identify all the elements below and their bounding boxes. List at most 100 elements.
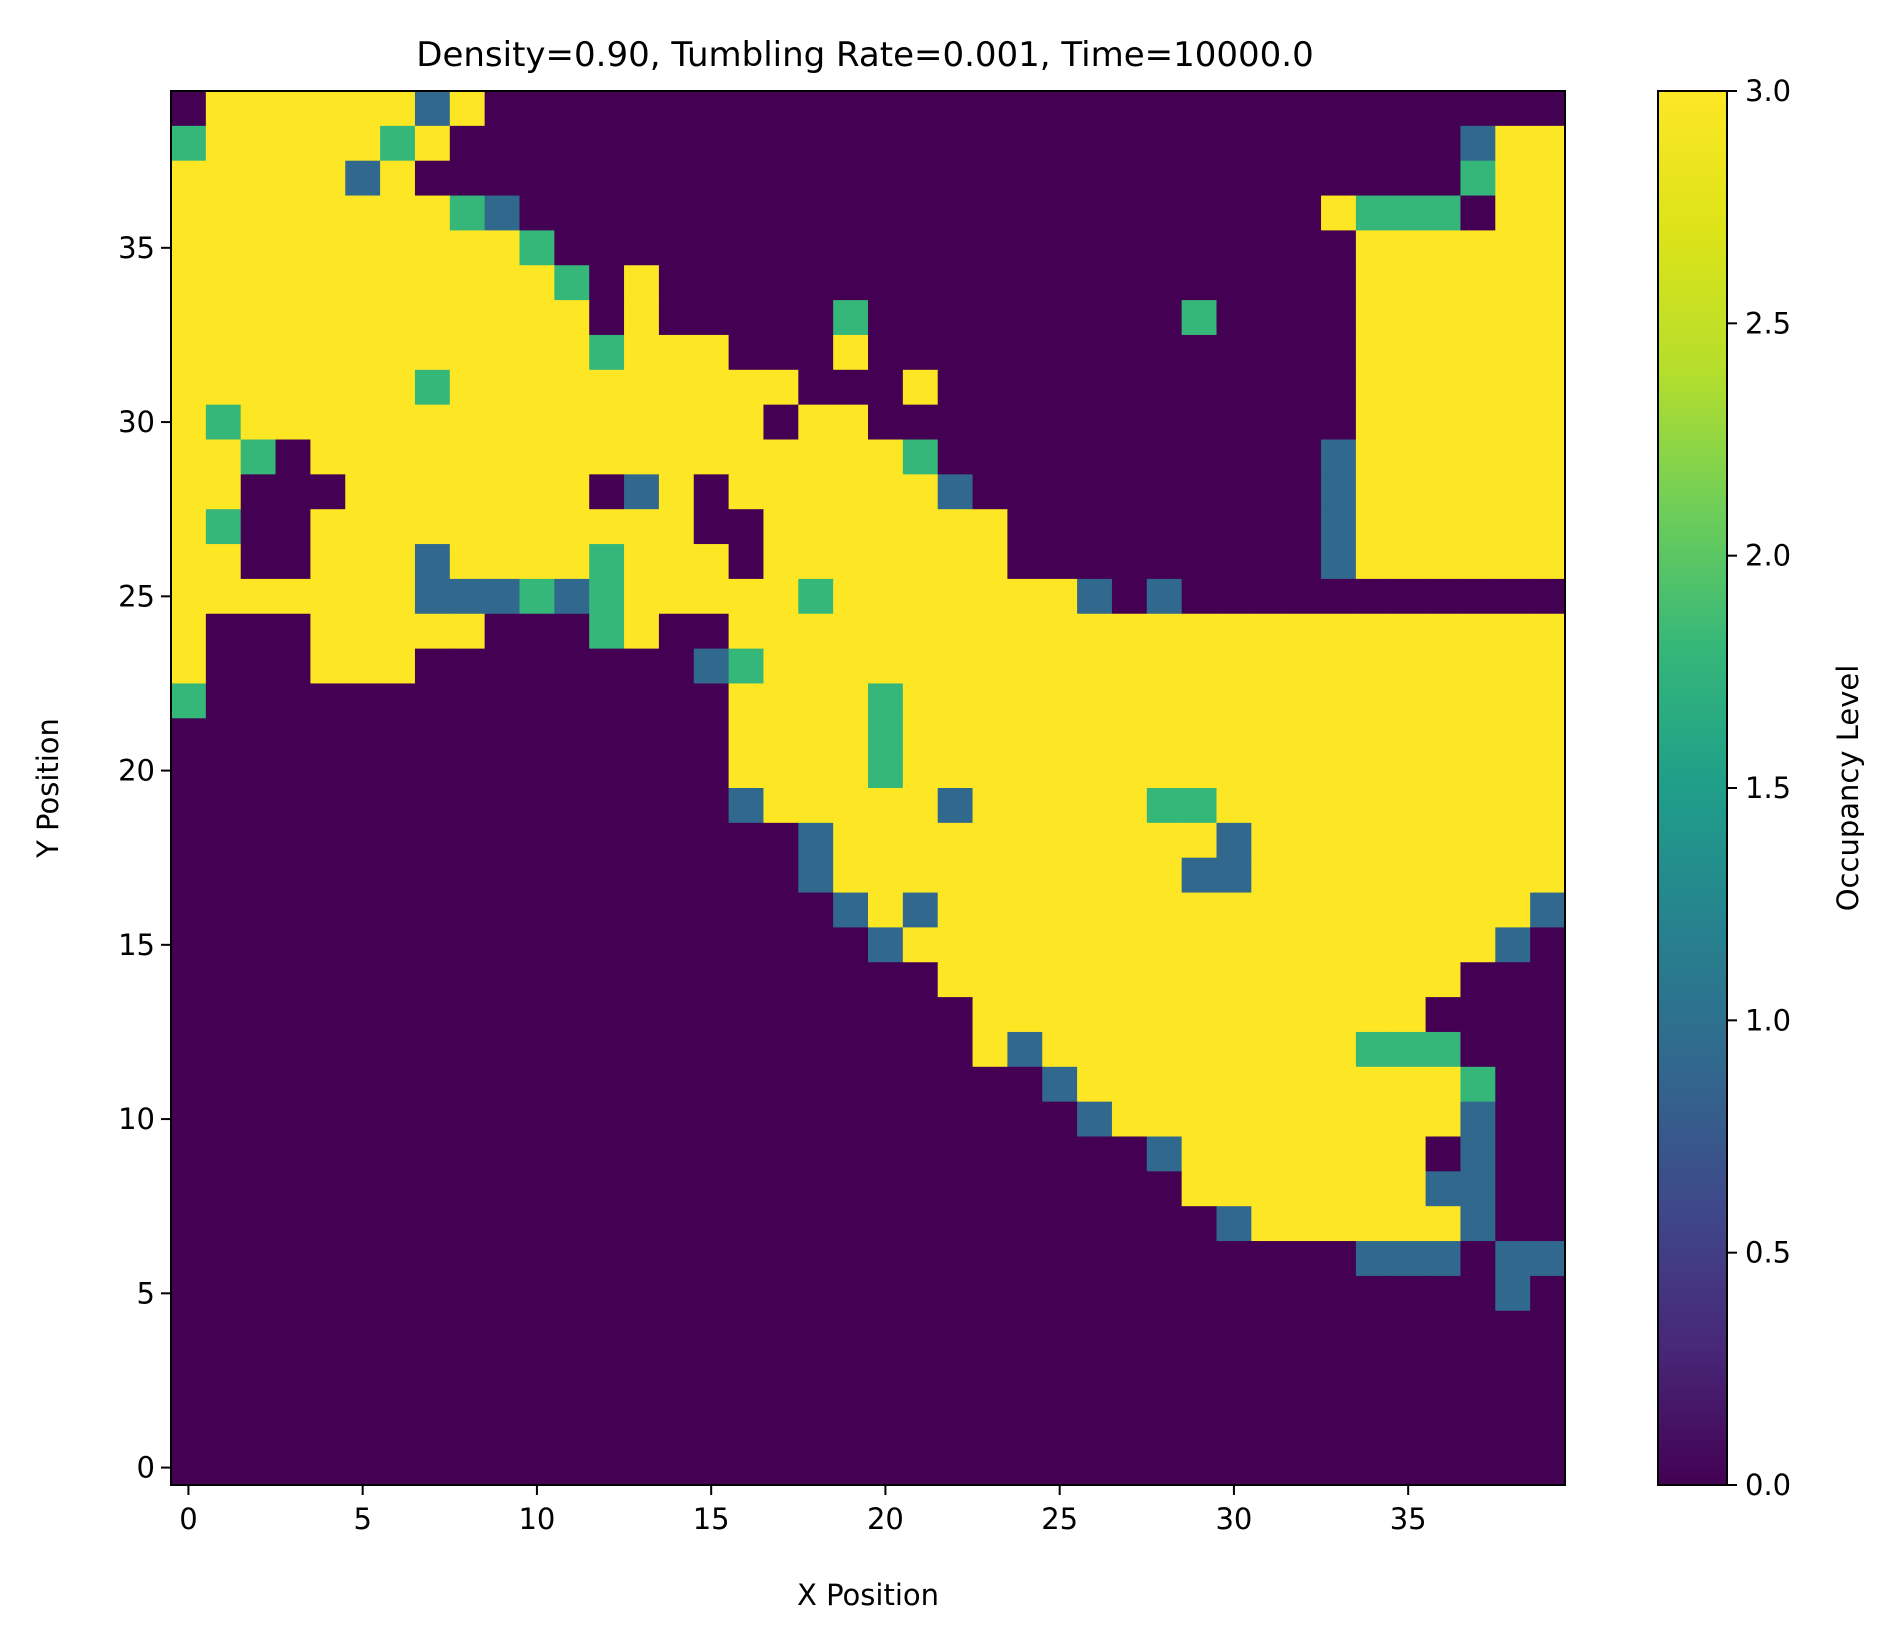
heatmap-cell [972,474,1008,510]
heatmap-cell [1216,334,1252,371]
heatmap-cell [205,1066,242,1103]
heatmap-cell [1216,892,1252,928]
heatmap-cell [1042,1345,1078,1382]
heatmap-cell [902,1171,939,1207]
heatmap-cell [1530,300,1566,336]
heatmap-cell [624,997,660,1033]
heatmap-cell [1077,962,1113,998]
heatmap-cell [554,125,590,162]
heatmap-cell [1530,160,1566,197]
heatmap-cell [1286,439,1322,475]
heatmap-cell [902,439,939,475]
heatmap-cell [728,1066,765,1103]
heatmap-cell [519,1066,555,1103]
heatmap-cell [345,578,381,615]
heatmap-cell [728,1380,765,1416]
heatmap-cell [833,683,869,719]
heatmap-cell [589,91,625,127]
heatmap-cell [345,683,381,719]
heatmap-cell [554,1171,590,1207]
heatmap-cell [1181,544,1218,580]
heatmap-cell [1216,753,1252,789]
heatmap-cell [414,648,451,685]
heatmap-cell [833,892,869,928]
heatmap-cell [1495,1101,1531,1138]
heatmap-cell [937,683,974,719]
heatmap-cell [798,125,834,162]
heatmap-cell [380,1275,416,1312]
heatmap-cell [1321,1241,1357,1277]
heatmap-cell [693,1101,730,1138]
heatmap-cell [1495,1275,1531,1312]
heatmap-cell [240,1450,277,1486]
heatmap-cell [171,857,207,894]
heatmap-cell [868,334,904,371]
heatmap-cell [693,1450,730,1486]
heatmap-cell [1042,718,1078,754]
heatmap-cell [1495,1136,1531,1172]
heatmap-cell [275,509,311,545]
heatmap-cell [380,1031,416,1068]
heatmap-cell [937,613,974,650]
heatmap-cell [1390,1066,1427,1103]
heatmap-cell [554,683,590,719]
heatmap-cell [1181,1136,1218,1172]
heatmap-cell [240,195,277,231]
heatmap-cell [449,718,486,754]
heatmap-cell [868,753,904,789]
heatmap-cell [171,1345,207,1382]
heatmap-cell [1495,892,1531,928]
heatmap-cell [1321,1031,1357,1068]
heatmap-cell [449,962,486,998]
heatmap-cell [554,962,590,998]
heatmap-cell [240,230,277,266]
heatmap-cell [1495,1241,1531,1277]
heatmap-cell [798,369,834,406]
heatmap-cell [205,1310,242,1347]
heatmap-cell [484,404,521,441]
heatmap-cell [519,1171,555,1207]
heatmap-cell [554,195,590,231]
heatmap-cell [554,1031,590,1068]
heatmap-cell [1460,1275,1496,1312]
heatmap-cell [1460,265,1496,301]
heatmap-cell [1530,648,1566,685]
heatmap-cell [1530,1136,1566,1172]
heatmap-cell [414,1136,451,1172]
heatmap-cell [554,474,590,510]
heatmap-cell [693,997,730,1033]
heatmap-cell [1425,334,1462,371]
heatmap-cell [1286,1415,1322,1451]
heatmap-cell [519,369,555,406]
heatmap-cell [1251,892,1287,928]
heatmap-cell [728,439,765,475]
heatmap-cell [937,1415,974,1451]
heatmap-cell [1251,334,1287,371]
heatmap-cell [240,927,277,963]
heatmap-cell [728,683,765,719]
heatmap-cell [484,718,521,754]
heatmap-cell [554,404,590,441]
heatmap-cell [1251,1450,1287,1486]
heatmap-cell [1077,300,1113,336]
heatmap-cell [624,91,660,127]
heatmap-cell [902,1241,939,1277]
heatmap-cell [868,788,904,824]
heatmap-cell [1390,788,1427,824]
heatmap-cell [693,683,730,719]
heatmap-cell [1251,648,1287,685]
heatmap-cell [693,753,730,789]
heatmap-cell [1425,439,1462,475]
heatmap-cell [763,91,799,127]
heatmap-cell [1007,404,1043,441]
heatmap-cell [1111,1310,1148,1347]
heatmap-cell [1321,1345,1357,1382]
heatmap-cell [798,648,834,685]
heatmap-cell [240,1345,277,1382]
heatmap-cell [1181,1310,1218,1347]
heatmap-cell [1425,962,1462,998]
heatmap-cell [1251,230,1287,266]
heatmap-cell [589,822,625,859]
heatmap-cell [1146,474,1183,510]
heatmap-cell [1146,195,1183,231]
